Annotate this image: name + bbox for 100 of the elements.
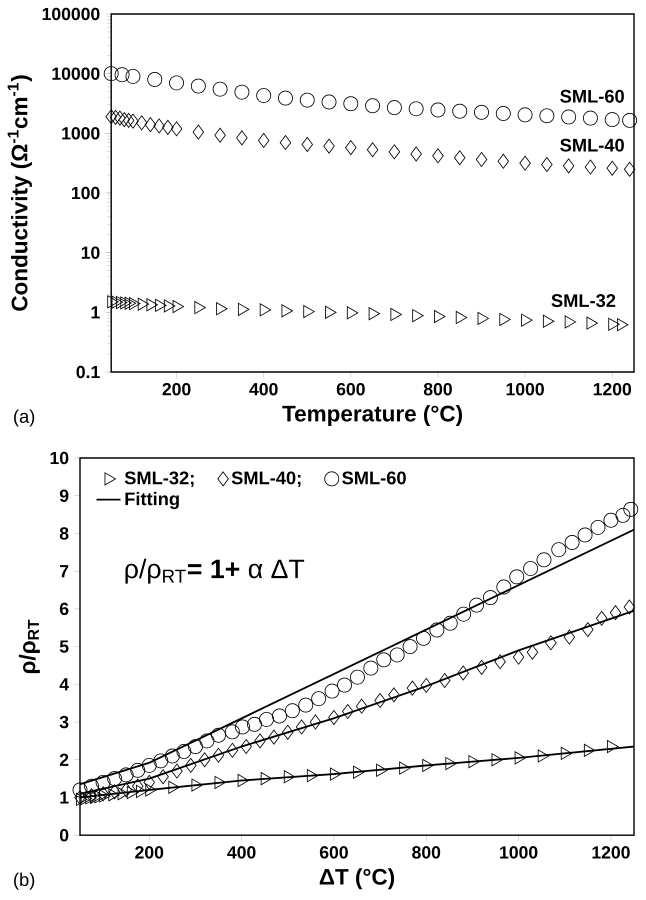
point xyxy=(234,84,250,100)
point xyxy=(268,730,280,745)
x-axis-title: Temperature (°C) xyxy=(282,405,462,426)
point xyxy=(236,130,248,146)
point xyxy=(169,75,184,90)
point xyxy=(482,590,498,606)
point xyxy=(142,758,157,773)
point xyxy=(541,157,553,172)
text: (a) xyxy=(14,409,34,427)
point xyxy=(162,120,174,135)
point xyxy=(278,90,293,106)
point xyxy=(604,112,620,128)
point xyxy=(259,712,274,727)
y-tick-label: 0 xyxy=(60,828,68,842)
point xyxy=(146,298,158,312)
x-tick-label: 1200 xyxy=(594,382,632,396)
point xyxy=(188,739,203,754)
point xyxy=(211,728,226,743)
point xyxy=(280,135,292,150)
legend-label: SML-40; xyxy=(232,471,300,488)
point xyxy=(120,782,132,798)
point xyxy=(147,72,162,87)
x-tick-label: 1000 xyxy=(506,382,544,396)
point xyxy=(284,703,300,718)
point xyxy=(84,778,99,794)
y-axis-title: ρ/ρ$_{RT}$ xyxy=(18,620,40,674)
y-tick-label: 10 xyxy=(82,246,100,259)
point xyxy=(523,561,538,576)
point xyxy=(439,673,450,688)
point xyxy=(509,569,524,584)
point xyxy=(104,66,119,82)
point xyxy=(469,598,484,613)
point xyxy=(247,716,262,732)
point xyxy=(302,137,313,152)
point xyxy=(526,644,538,660)
point xyxy=(198,752,210,768)
point xyxy=(310,714,322,730)
point xyxy=(545,635,557,650)
text: (b) xyxy=(14,872,34,890)
point xyxy=(171,764,183,779)
point xyxy=(420,678,432,693)
point xyxy=(442,616,458,631)
point xyxy=(496,106,511,121)
legend-label: SML-60 xyxy=(342,471,406,484)
point xyxy=(610,605,622,620)
point xyxy=(272,708,287,724)
x-tick-label: 200 xyxy=(135,846,164,859)
point xyxy=(365,98,380,114)
point xyxy=(363,660,378,676)
point xyxy=(536,552,552,568)
point xyxy=(596,610,608,626)
point xyxy=(586,316,598,330)
point xyxy=(623,502,638,517)
point xyxy=(144,774,155,790)
point xyxy=(345,140,357,156)
series-label: SML-32 xyxy=(552,294,616,308)
point xyxy=(212,748,224,763)
point xyxy=(254,733,266,748)
point xyxy=(224,724,240,740)
y-tick-label: 100000 xyxy=(42,8,100,20)
point xyxy=(603,512,618,528)
point xyxy=(390,308,402,322)
point xyxy=(136,115,148,130)
point xyxy=(296,719,308,734)
point xyxy=(408,101,424,116)
point xyxy=(72,782,88,798)
point xyxy=(235,719,250,734)
point xyxy=(410,146,422,162)
point xyxy=(496,580,512,594)
point xyxy=(430,102,446,118)
point xyxy=(86,788,98,804)
y-tick-label: 3 xyxy=(60,716,68,728)
point xyxy=(108,784,120,800)
y-tick-label: 1000 xyxy=(62,127,100,140)
point xyxy=(322,94,336,110)
point xyxy=(110,110,122,125)
point xyxy=(542,314,554,328)
x-axis-title: ΔT (°C) xyxy=(320,868,394,890)
point xyxy=(311,691,326,706)
point xyxy=(454,150,466,166)
point xyxy=(564,535,580,550)
point xyxy=(343,96,358,112)
x-tick-label: 200 xyxy=(162,382,190,396)
point xyxy=(476,152,488,167)
point xyxy=(615,508,630,523)
point xyxy=(519,156,531,171)
point xyxy=(200,733,214,748)
y-tick-label: 6 xyxy=(60,602,68,616)
point xyxy=(214,128,226,143)
point xyxy=(457,666,469,680)
point xyxy=(456,606,472,622)
point xyxy=(118,767,134,782)
point xyxy=(114,110,126,126)
point xyxy=(170,121,182,136)
x-tick-label: 600 xyxy=(336,382,365,396)
point xyxy=(562,158,574,174)
point xyxy=(176,744,192,759)
point xyxy=(452,104,468,119)
x-tick-label: 800 xyxy=(412,846,440,859)
y-tick-label: 8 xyxy=(60,527,68,540)
